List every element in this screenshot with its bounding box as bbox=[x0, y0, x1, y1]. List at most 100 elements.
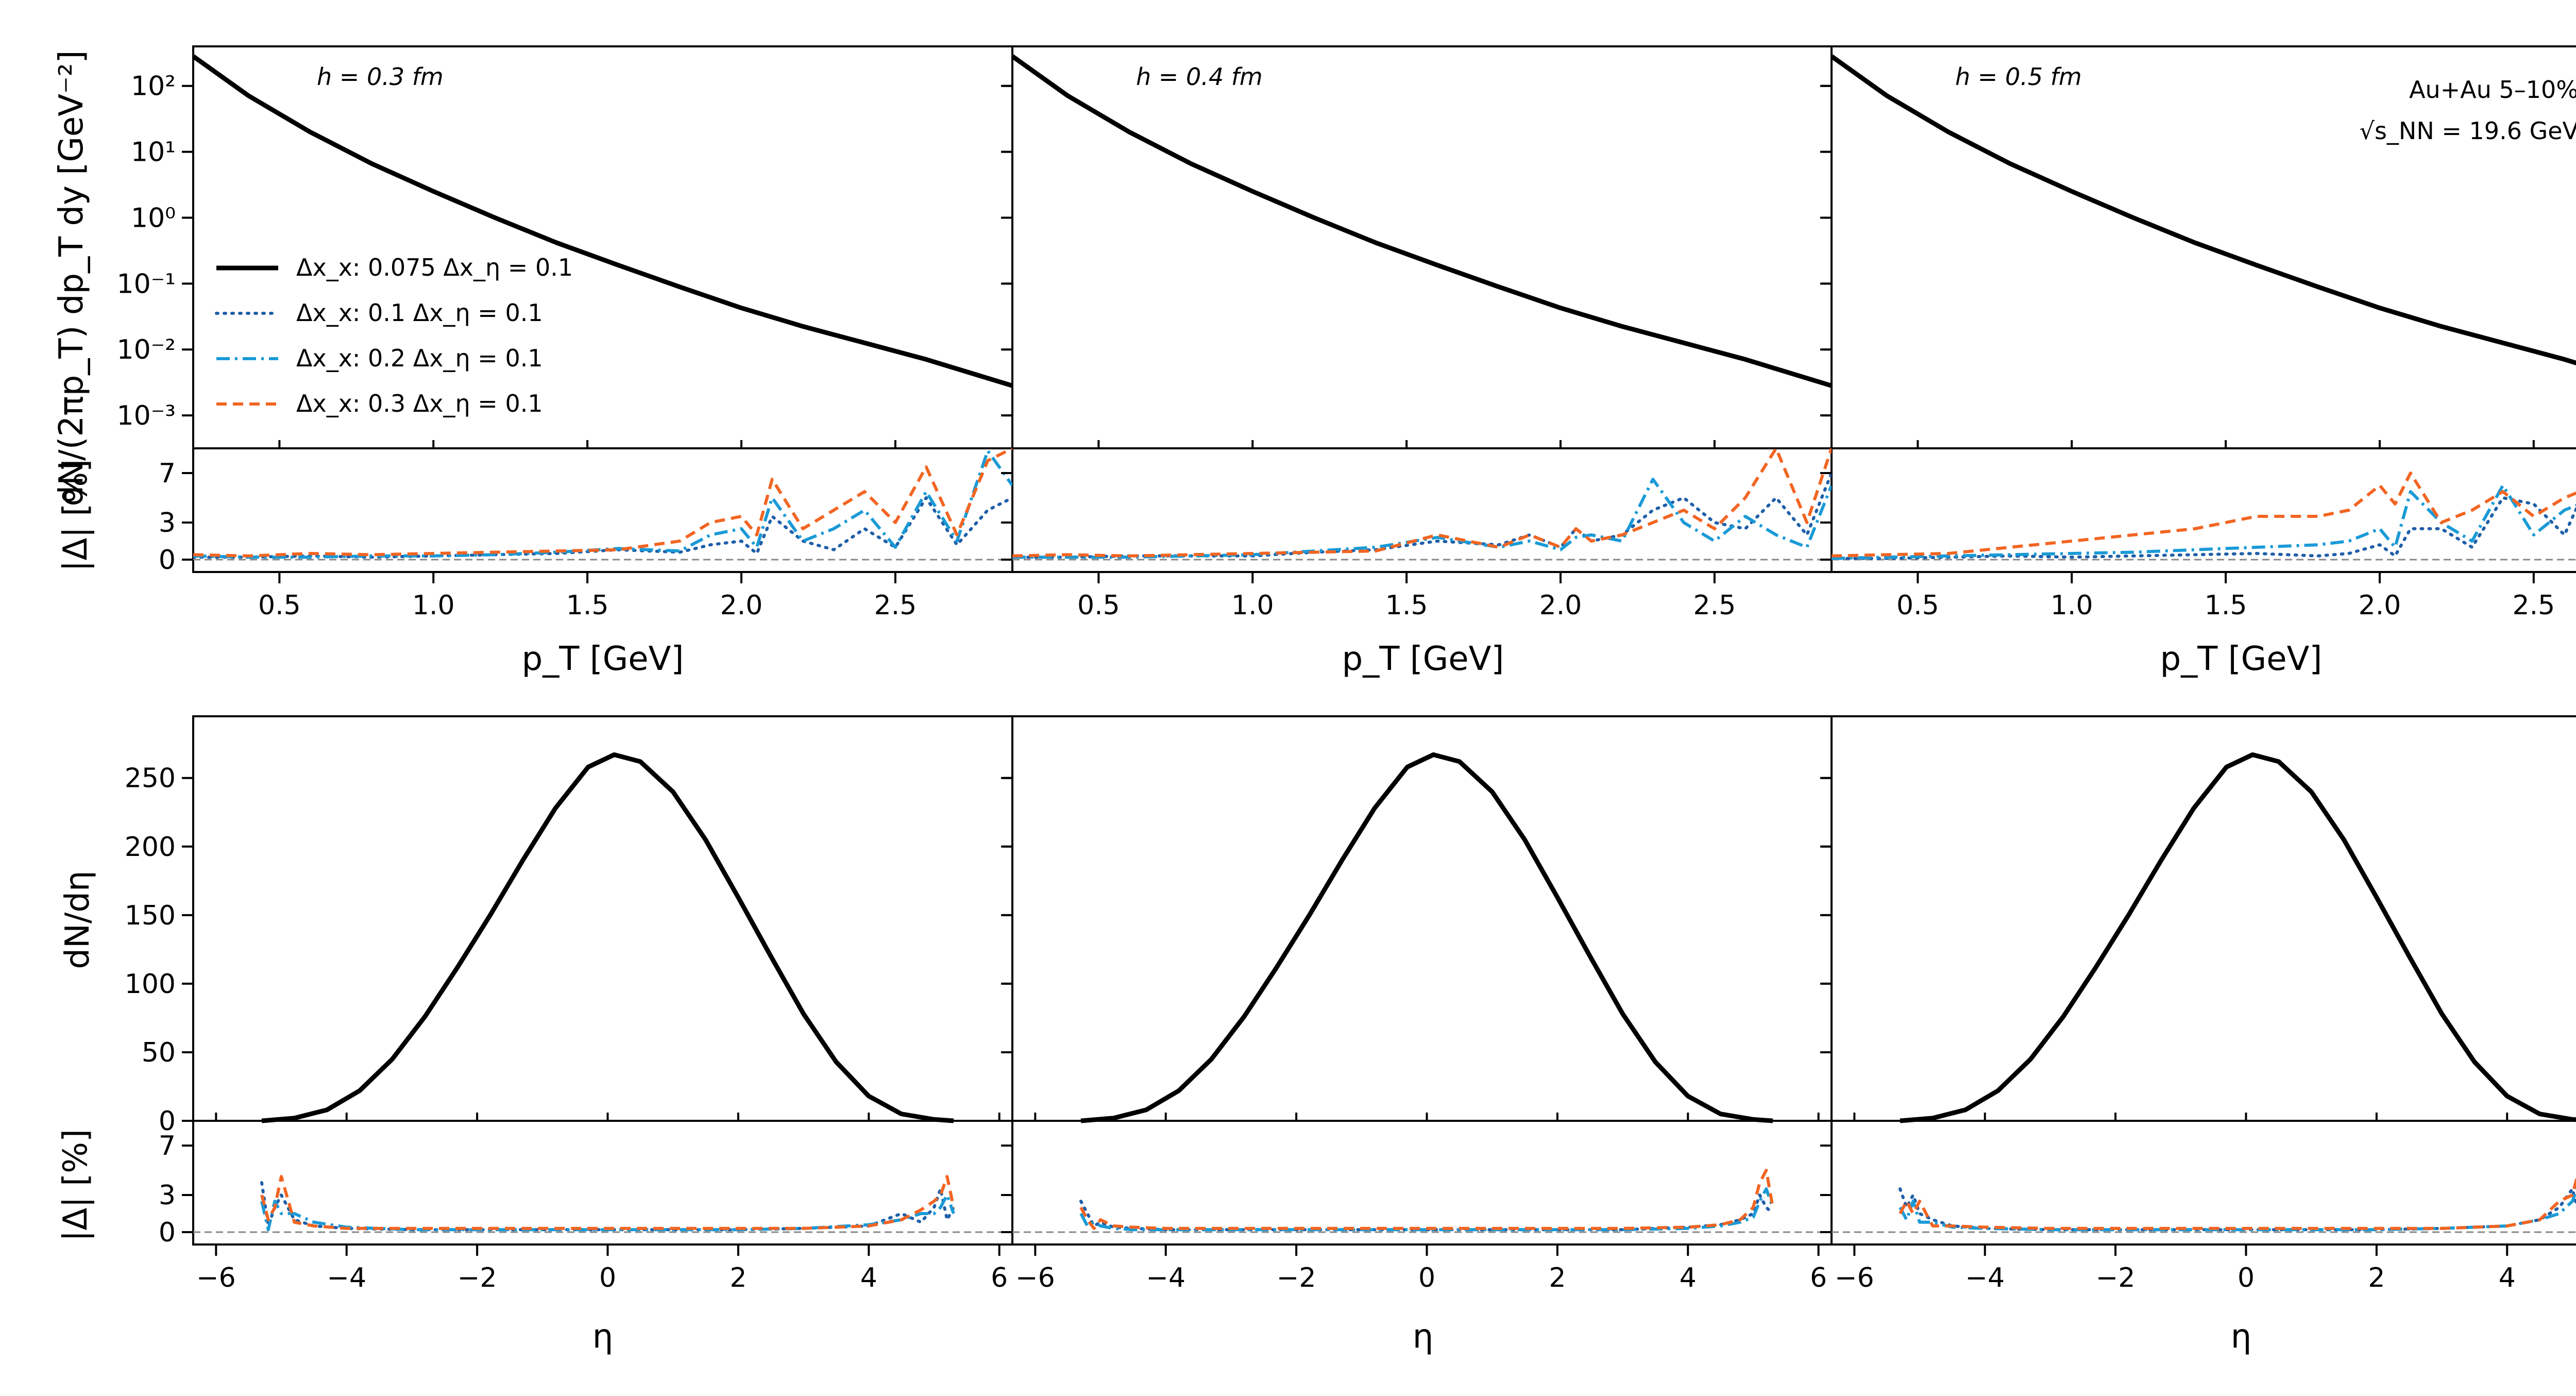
eta-ratio-series-3-col2 bbox=[1079, 1169, 1774, 1230]
pt-xtick-label-3-col3: 2.0 bbox=[2359, 590, 2401, 621]
eta-xtick-label-2-col2: −2 bbox=[1277, 1263, 1316, 1293]
pt-xtick-label-1-col3: 1.0 bbox=[2050, 590, 2093, 621]
pt-ratio-series-1-col1 bbox=[193, 496, 1012, 559]
text-layer: 10⁻³ 10⁻² 10⁻¹ 10⁰ 10¹ 10² 0 3 7 0.5 1.0 1.5 2.0 2.5 0… bbox=[117, 71, 2555, 1293]
dndeta-ytick-label-4: 200 bbox=[125, 832, 176, 863]
pt-ratio-series-2-col2 bbox=[1012, 478, 1832, 559]
spectrum-series-1-col1 bbox=[193, 55, 1012, 388]
spectrum-ytick-label-4: 10¹ bbox=[131, 137, 176, 168]
dndeta-y-axis-label: dN/dη bbox=[59, 870, 97, 969]
pt-xtick-label-0-col3: 0.5 bbox=[1896, 590, 1939, 621]
eta-xtick-label-3-col1: 0 bbox=[599, 1263, 616, 1293]
eta-ratio-series-2-col2 bbox=[1079, 1187, 1774, 1232]
eta-x-axis-label-col1: η bbox=[592, 1318, 614, 1356]
dndeta-panel-col1 bbox=[192, 715, 1013, 1122]
spectrum-ytick-label-5: 10² bbox=[131, 71, 176, 102]
spectrum-ytick-label-0: 10⁻³ bbox=[117, 400, 176, 431]
eta-xtick-label-6-col2: 6 bbox=[1810, 1263, 1827, 1293]
pt-ratio-series-3-col2 bbox=[1012, 448, 1832, 558]
eta-xtick-label-4-col3: 2 bbox=[2368, 1263, 2385, 1293]
eta-ratio-series-1-col3 bbox=[1899, 1187, 2576, 1232]
spectrum-series-0-col3 bbox=[1832, 54, 2576, 365]
pt-xtick-label-4-col2: 2.5 bbox=[1693, 590, 1736, 621]
curves-layer bbox=[193, 54, 2576, 1232]
eta-ratio-series-2-col1 bbox=[260, 1193, 955, 1232]
eta-ratio-ytick-label-1: 3 bbox=[159, 1180, 176, 1211]
pt-x-axis-label-col2: p_T [GeV] bbox=[1342, 640, 1504, 678]
pt-xtick-label-0-col2: 0.5 bbox=[1077, 590, 1120, 621]
legend-label-0: Δx_x: 0.075 Δx_η = 0.1 bbox=[296, 254, 573, 281]
pt-x-axis-label-col1: p_T [GeV] bbox=[522, 640, 684, 678]
annotation-energy: √s_NN = 19.6 GeV bbox=[2360, 117, 2576, 145]
eta-ratio-series-3-col1 bbox=[260, 1175, 955, 1230]
spectrum-series-3-col1 bbox=[193, 55, 1012, 388]
eta-ratio-panel-col3 bbox=[1831, 1120, 2576, 1246]
eta-xtick-label-0-col2: −6 bbox=[1015, 1263, 1055, 1293]
eta-xtick-label-6-col1: 6 bbox=[991, 1263, 1008, 1293]
pt-xtick-label-4-col1: 2.5 bbox=[874, 590, 917, 621]
eta-xtick-label-1-col2: −4 bbox=[1146, 1263, 1185, 1293]
dndeta-ytick-label-5: 250 bbox=[125, 763, 176, 794]
spectra-y-axis-label: dN/(2πp_T) dp_T dy [GeV⁻²] bbox=[53, 51, 91, 507]
eta-xtick-label-0-col3: −6 bbox=[1835, 1263, 1874, 1293]
spectrum-series-1-col2 bbox=[1012, 55, 1832, 388]
legend: Δx_x: 0.075 Δx_η = 0.1 Δx_x: 0.1 Δx_η = … bbox=[215, 254, 573, 417]
eta-xtick-label-4-col2: 2 bbox=[1549, 1263, 1566, 1293]
spectrum-series-2-col1 bbox=[193, 55, 1012, 388]
pt-xtick-label-3-col2: 2.0 bbox=[1539, 590, 1582, 621]
eta-ratio-y-axis-label: |Δ| [%] bbox=[57, 1129, 95, 1241]
spectrum-series-3-col2 bbox=[1012, 55, 1832, 388]
eta-x-axis-label-col3: η bbox=[2231, 1318, 2252, 1356]
eta-ratio-ytick-label-0: 0 bbox=[159, 1217, 176, 1248]
dndeta-series-col2 bbox=[1080, 752, 1773, 1123]
pt-ratio-panel-col3 bbox=[1831, 447, 2576, 573]
eta-xtick-label-5-col1: 4 bbox=[860, 1263, 877, 1293]
dndeta-ytick-label-2: 100 bbox=[125, 969, 176, 1000]
panel-label-h04: h = 0.4 fm bbox=[1136, 63, 1263, 91]
dndeta-ytick-label-3: 150 bbox=[125, 900, 176, 931]
panels-layer bbox=[192, 45, 2576, 1246]
dndeta-panel-col2 bbox=[1011, 715, 1833, 1122]
pt-ratio-ytick-label-0: 0 bbox=[159, 545, 176, 576]
spectrum-ytick-label-1: 10⁻² bbox=[117, 334, 176, 365]
eta-ratio-series-1-col1 bbox=[260, 1181, 955, 1232]
eta-xtick-label-2-col1: −2 bbox=[457, 1263, 497, 1293]
eta-ratio-ytick-label-2: 7 bbox=[159, 1131, 176, 1162]
dndeta-series-col1 bbox=[261, 752, 954, 1123]
pt-ratio-ytick-label-2: 7 bbox=[159, 458, 176, 489]
ticks-layer bbox=[182, 85, 2535, 1256]
pt-xtick-label-2-col2: 1.5 bbox=[1385, 590, 1428, 621]
eta-xtick-label-5-col2: 4 bbox=[1680, 1263, 1697, 1293]
eta-xtick-label-4-col1: 2 bbox=[730, 1263, 747, 1293]
pt-ratio-series-1-col3 bbox=[1832, 496, 2576, 560]
spectrum-panel-col1 bbox=[192, 45, 1013, 449]
spectrum-ytick-label-3: 10⁰ bbox=[131, 203, 176, 233]
panel-label-h03: h = 0.3 fm bbox=[317, 63, 444, 91]
pt-xtick-label-1-col1: 1.0 bbox=[412, 590, 455, 621]
pt-ratio-series-2-col3 bbox=[1832, 484, 2576, 560]
pt-xtick-label-2-col3: 1.5 bbox=[2205, 590, 2247, 621]
eta-xtick-label-0-col1: −6 bbox=[196, 1263, 236, 1293]
dndeta-panel-col3 bbox=[1831, 715, 2576, 1122]
spectrum-panel-col2 bbox=[1011, 45, 1833, 449]
pt-xtick-label-2-col1: 1.5 bbox=[566, 590, 609, 621]
pt-ratio-panel-col2 bbox=[1011, 447, 1833, 573]
pt-ratio-series-2-col1 bbox=[193, 449, 1012, 559]
pt-xtick-label-1-col2: 1.0 bbox=[1231, 590, 1274, 621]
pt-ratio-series-3-col1 bbox=[193, 448, 1012, 558]
pt-ratio-series-1-col2 bbox=[1012, 472, 1832, 559]
eta-ratio-series-3-col3 bbox=[1899, 1175, 2576, 1230]
panel-label-h05: h = 0.5 fm bbox=[1955, 63, 2082, 91]
spectrum-series-1-col3 bbox=[1832, 55, 2576, 365]
spectrum-series-2-col2 bbox=[1012, 55, 1832, 388]
spectrum-series-3-col3 bbox=[1832, 55, 2576, 365]
eta-ratio-series-1-col2 bbox=[1079, 1193, 1774, 1232]
pt-xtick-label-3-col1: 2.0 bbox=[720, 590, 763, 621]
eta-ratio-series-2-col3 bbox=[1899, 1186, 2576, 1232]
dndeta-series-col3 bbox=[1900, 752, 2576, 1123]
annotation-collision-system: Au+Au 5–10% bbox=[2409, 76, 2576, 104]
pt-x-axis-label-col3: p_T [GeV] bbox=[2160, 640, 2323, 678]
eta-x-axis-label-col2: η bbox=[1413, 1318, 1434, 1356]
pt-ratio-y-axis-label-top: |Δ| [%] bbox=[57, 459, 95, 571]
eta-xtick-label-3-col2: 0 bbox=[1418, 1263, 1435, 1293]
